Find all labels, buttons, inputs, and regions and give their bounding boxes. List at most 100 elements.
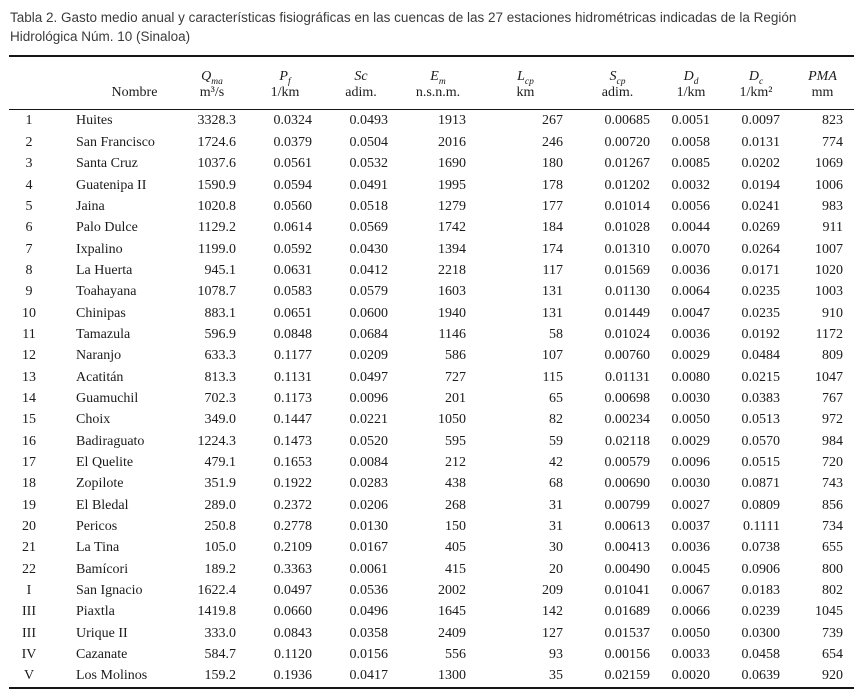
table-cell: 0.0050 bbox=[671, 412, 711, 428]
station-name-cell: Cazanate bbox=[76, 647, 128, 663]
table-cell: 178 bbox=[542, 177, 563, 193]
table-cell: 0.0513 bbox=[741, 412, 781, 428]
table-cell: 184 bbox=[542, 220, 563, 236]
table-row: 5 Jaina 1020.8 0.0560 0.0518 1279 177 0.01014 0.… bbox=[9, 196, 854, 217]
station-name-cell: Santa Cruz bbox=[76, 156, 138, 172]
table-cell: 0.1173 bbox=[274, 390, 312, 406]
table-cell: 0.01310 bbox=[604, 241, 651, 257]
table-cell: 809 bbox=[822, 348, 843, 364]
row-number-cell: 17 bbox=[22, 454, 36, 470]
table-cell: 0.0202 bbox=[741, 156, 781, 172]
row-number-cell: III bbox=[22, 604, 36, 620]
station-name-cell: Huites bbox=[76, 113, 113, 129]
table-cell: 1724.6 bbox=[197, 134, 237, 150]
table-cell: 0.0906 bbox=[741, 561, 781, 577]
table-cell: 250.8 bbox=[204, 519, 237, 535]
row-number-cell: 6 bbox=[25, 220, 33, 236]
table-cell: 0.0183 bbox=[741, 583, 781, 599]
table-cell: 0.0594 bbox=[273, 177, 313, 193]
table-cell: 0.1653 bbox=[273, 454, 313, 470]
table-cell: 0.0561 bbox=[273, 156, 313, 172]
station-name-cell: Guamuchil bbox=[76, 390, 139, 406]
column-unit-pma: mm bbox=[791, 85, 854, 111]
table-cell: 0.0412 bbox=[349, 262, 389, 278]
table-cell: 1590.9 bbox=[197, 177, 237, 193]
table-cell: 0.0027 bbox=[671, 497, 711, 513]
table-cell: 595 bbox=[445, 433, 466, 449]
table-cell: 0.00799 bbox=[604, 497, 651, 513]
column-unit-scp: adim. bbox=[574, 85, 661, 111]
table-cell: 0.0096 bbox=[671, 454, 711, 470]
table-cell: 2016 bbox=[438, 134, 466, 150]
table-cell: 1146 bbox=[438, 326, 466, 342]
row-number-cell: 13 bbox=[22, 369, 36, 385]
table-cell: 0.01537 bbox=[604, 625, 651, 641]
table-row: 9 Toahayana 1078.7 0.0583 0.0579 1603 131 0.011… bbox=[9, 281, 854, 302]
table-cell: 150 bbox=[445, 519, 466, 535]
table-cell: 1020.8 bbox=[197, 198, 237, 214]
table-cell: 0.00720 bbox=[604, 134, 651, 150]
table-cell: 0.0383 bbox=[741, 390, 781, 406]
table-cell: 0.0130 bbox=[349, 519, 389, 535]
table-cell: 117 bbox=[542, 262, 563, 278]
station-name-cell: Jaina bbox=[76, 198, 105, 214]
table-cell: 0.0080 bbox=[671, 369, 711, 385]
table-row: 7 Ixpalino 1199.0 0.0592 0.0430 1394 174 0.0131… bbox=[9, 238, 854, 259]
station-name-cell: Urique II bbox=[76, 625, 128, 641]
table-cell: 438 bbox=[445, 476, 466, 492]
table-cell: 0.0651 bbox=[273, 305, 313, 321]
column-symbol-dd: Dd bbox=[683, 69, 699, 88]
table-cell: 0.0600 bbox=[349, 305, 389, 321]
header-num-spacer bbox=[9, 56, 49, 85]
table-cell: 0.0096 bbox=[349, 390, 389, 406]
table-row: IV Cazanate 584.7 0.1120 0.0156 556 93 0.00156 0… bbox=[9, 644, 854, 665]
row-number-cell: 5 bbox=[25, 198, 33, 214]
station-name-cell: Badiraguato bbox=[76, 433, 145, 449]
table-cell: 3328.3 bbox=[197, 113, 237, 129]
table-cell: 0.0358 bbox=[349, 625, 389, 641]
table-cell: 127 bbox=[542, 625, 563, 641]
station-name-cell: San Ignacio bbox=[76, 583, 143, 599]
table-cell: 0.0097 bbox=[741, 113, 781, 129]
station-name-cell: Toahayana bbox=[76, 284, 137, 300]
table-row: 12 Naranjo 633.3 0.1177 0.0209 586 107 0.00760 0… bbox=[9, 345, 854, 366]
table-cell: 131 bbox=[542, 305, 563, 321]
table-cell: 415 bbox=[445, 561, 466, 577]
table-cell: 1050 bbox=[438, 412, 466, 428]
table-cell: 1940 bbox=[438, 305, 466, 321]
table-cell: 1300 bbox=[438, 668, 466, 684]
table-cell: 115 bbox=[542, 369, 563, 385]
row-number-cell: 7 bbox=[25, 241, 33, 257]
table-cell: 556 bbox=[445, 647, 466, 663]
table-body: 1 Huites 3328.3 0.0324 0.0493 1913 267 0.00685 0… bbox=[9, 110, 854, 688]
table-cell: 0.0684 bbox=[349, 326, 389, 342]
table-cell: 0.0843 bbox=[273, 625, 313, 641]
table-cell: 0.0264 bbox=[741, 241, 781, 257]
table-cell: 0.0056 bbox=[671, 198, 711, 214]
table-cell: 1279 bbox=[438, 198, 466, 214]
table-cell: 0.1473 bbox=[273, 433, 313, 449]
table-cell: 1913 bbox=[438, 113, 466, 129]
table-cell: 0.0167 bbox=[349, 540, 389, 556]
table-cell: 743 bbox=[822, 476, 843, 492]
table-cell: 0.0660 bbox=[273, 604, 313, 620]
table-cell: 1742 bbox=[438, 220, 466, 236]
table-row: 17 El Quelite 479.1 0.1653 0.0084 212 42 0.0057… bbox=[9, 452, 854, 473]
table-cell: 0.00413 bbox=[604, 540, 651, 556]
station-name-cell: San Francisco bbox=[76, 134, 155, 150]
table-cell: 0.0029 bbox=[671, 433, 711, 449]
table-cell: 0.01130 bbox=[605, 284, 650, 300]
table-cell: 268 bbox=[445, 497, 466, 513]
row-number-cell: 4 bbox=[25, 177, 33, 193]
table-cell: 0.0283 bbox=[349, 476, 389, 492]
table-caption: Tabla 2. Gasto medio anual y característ… bbox=[10, 10, 797, 45]
column-symbol-qma: Qma bbox=[201, 69, 223, 88]
table-cell: 58 bbox=[549, 326, 563, 342]
station-name-cell: Piaxtla bbox=[76, 604, 115, 620]
table-cell: 0.0235 bbox=[741, 284, 781, 300]
table-cell: 972 bbox=[822, 412, 843, 428]
table-cell: 1006 bbox=[815, 177, 843, 193]
row-number-cell: 14 bbox=[22, 390, 36, 406]
table-cell: 0.0269 bbox=[741, 220, 781, 236]
table-cell: 0.01024 bbox=[604, 326, 651, 342]
